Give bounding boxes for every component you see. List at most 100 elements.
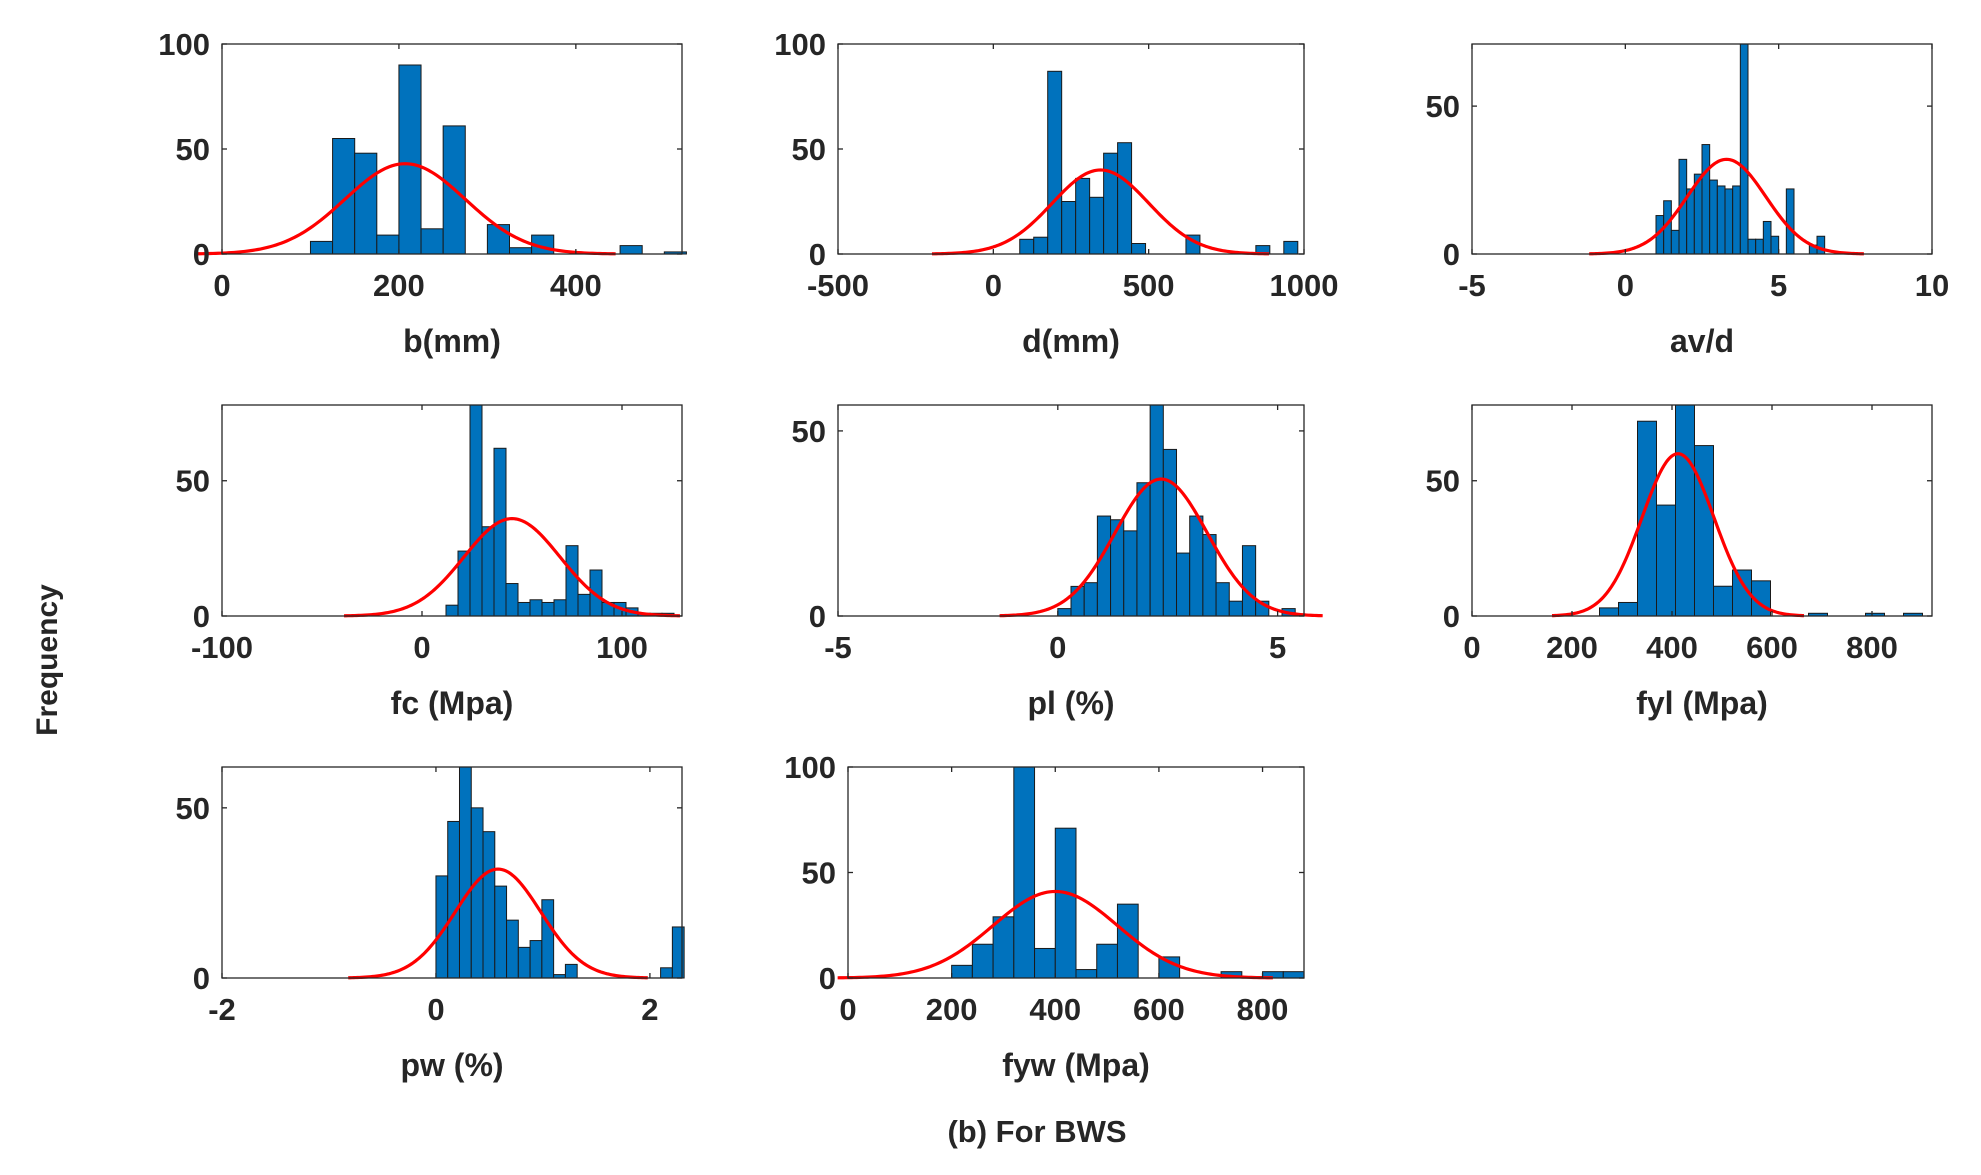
subplot-6: 0 200 400 600 800 0 50 fyl (Mpa) (1426, 404, 1933, 721)
histogram-bar (1241, 545, 1257, 617)
histogram-bar (1096, 943, 1118, 979)
histogram-bar (1019, 238, 1035, 255)
normal-fit-curve (1589, 157, 1864, 256)
x-tick-label: 0 (427, 992, 444, 1027)
histogram-bar (1215, 582, 1230, 617)
histogram-bar (1057, 608, 1072, 617)
histogram-bar (619, 245, 643, 255)
x-axis-label: av/d (1670, 323, 1734, 359)
histogram-bar (1716, 185, 1726, 255)
y-tick-label: 50 (1426, 89, 1460, 124)
y-tick-label: 0 (193, 961, 210, 996)
axes-box (1471, 404, 1933, 617)
y-tick-label: 50 (802, 856, 836, 891)
histogram-bar (309, 240, 334, 255)
histogram-bar (376, 234, 400, 255)
histogram-bar (517, 946, 531, 979)
histogram-bar (354, 152, 378, 255)
y-tick-label: 50 (176, 791, 210, 826)
histogram-bar (1770, 235, 1780, 255)
x-tick-label: 0 (1463, 630, 1480, 665)
histogram-bar (1089, 196, 1105, 255)
x-tick-label: 400 (1029, 992, 1081, 1027)
x-tick-label: -100 (191, 630, 253, 665)
y-tick-label: 50 (1426, 464, 1460, 499)
histogram-bar (1083, 582, 1098, 617)
x-tick-label: 0 (1617, 268, 1634, 303)
x-tick-label: 200 (1546, 630, 1598, 665)
normal-fit-curve (837, 889, 1273, 980)
histogram-bar (1656, 504, 1676, 617)
x-tick-label: 0 (213, 268, 230, 303)
histogram-bar (493, 447, 507, 617)
histogram-bar (1755, 238, 1764, 255)
histogram-bar (1618, 601, 1638, 617)
histogram-bar (420, 228, 444, 255)
histogram-bar (1724, 188, 1734, 255)
normal-fit-curve (343, 517, 681, 618)
x-axis-label: b(mm) (403, 323, 501, 359)
histogram-bar (992, 916, 1015, 979)
subplot-8: 0 200 400 600 800 0 50 100 fyw (Mpa) (784, 750, 1305, 1083)
histogram-bar (494, 885, 508, 979)
histogram-bar (1176, 552, 1191, 617)
histogram-bar (564, 963, 578, 979)
x-tick-label: 800 (1237, 992, 1289, 1027)
x-tick-label: 5 (1770, 268, 1787, 303)
histogram-bar (398, 64, 422, 255)
x-tick-label: 2 (641, 992, 658, 1027)
y-tick-label: 0 (193, 599, 210, 634)
x-tick-label: -500 (807, 268, 869, 303)
histogram-bar (1033, 236, 1049, 255)
histogram-bar (447, 820, 460, 979)
y-tick-label: 0 (1443, 599, 1460, 634)
y-tick-label: 50 (792, 414, 826, 449)
normal-fit-curve (931, 168, 1270, 256)
x-axis-label: pw (%) (400, 1047, 503, 1083)
x-tick-label: 5 (1269, 630, 1286, 665)
histogram-bar (1054, 827, 1077, 979)
histogram-bar (1739, 43, 1749, 255)
x-tick-label: 500 (1123, 268, 1175, 303)
histogram-bar (1686, 188, 1695, 255)
histogram-bar (1136, 482, 1151, 617)
x-tick-label: 0 (839, 992, 856, 1027)
histogram-bar (951, 964, 973, 979)
plot-area (838, 405, 1304, 616)
histogram-bar (1709, 179, 1718, 255)
x-tick-label: 100 (596, 630, 648, 665)
histogram-bar (1816, 235, 1826, 255)
x-axis-label: fyw (Mpa) (1002, 1047, 1150, 1083)
histogram-bar (1670, 229, 1680, 255)
normal-fit-curve (348, 867, 648, 980)
y-tick-label: 0 (193, 237, 210, 272)
histogram-bar (529, 940, 543, 979)
histogram-bar (553, 599, 567, 617)
x-axis-label: pl (%) (1027, 685, 1114, 721)
histogram-bar (506, 919, 519, 979)
histogram-bar (541, 899, 555, 979)
y-tick-label: 0 (819, 961, 836, 996)
subplot-1: 0 200 400 0 50 100 b(mm) (158, 27, 687, 359)
y-tick-label: 0 (809, 237, 826, 272)
x-tick-label: 0 (985, 268, 1002, 303)
histogram-bar (470, 807, 484, 979)
y-tick-label: 100 (784, 750, 836, 785)
histogram-bar (565, 545, 579, 617)
figure-caption: (b) For BWS (947, 1114, 1126, 1149)
histogram-bar (445, 604, 459, 617)
histogram-bar (971, 943, 994, 979)
x-tick-label: 800 (1846, 630, 1898, 665)
histogram-bar (541, 601, 555, 617)
histogram-bar (1096, 515, 1112, 617)
histogram-bar (1785, 188, 1795, 255)
y-tick-label: 100 (158, 27, 210, 62)
histogram-bar (1013, 766, 1036, 979)
histogram-bar (660, 967, 673, 979)
x-tick-label: -5 (824, 630, 852, 665)
histogram-bar (1075, 177, 1091, 255)
x-tick-label: 600 (1133, 992, 1185, 1027)
